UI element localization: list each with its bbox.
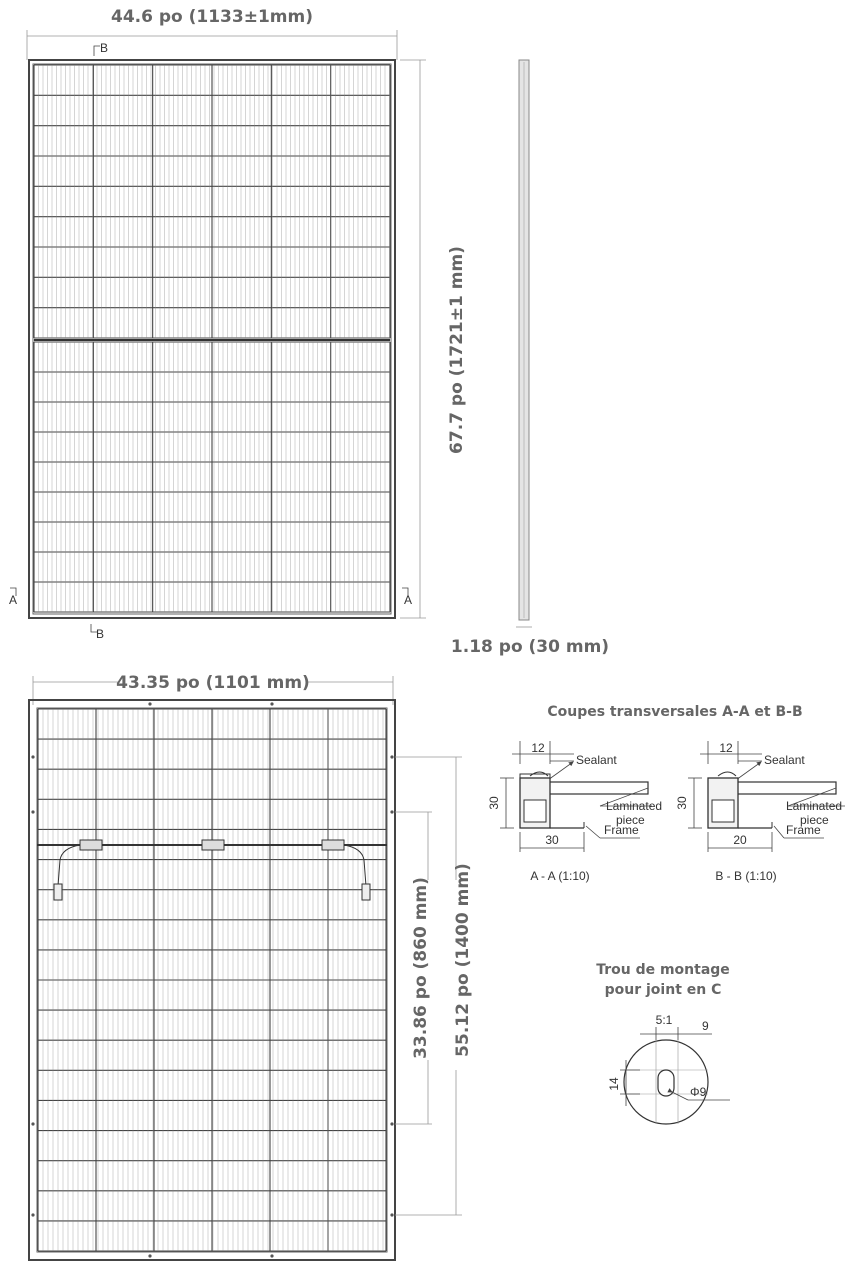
- bb-caption: B - B (1:10): [715, 869, 776, 883]
- bb-top-dim: 12: [719, 741, 733, 755]
- back-view: 43.35 po (1101 mm) 33.86 po (860 mm) 55.…: [28, 672, 475, 1261]
- aa-top-dim: 12: [531, 741, 545, 755]
- back-inner-height-label: 33.86 po (860 mm): [411, 877, 431, 1059]
- section-bb-drawing: 12 Sealant 30 Laminated piece 20 Frame: [675, 741, 845, 883]
- section-b-top-marker: B: [100, 41, 108, 55]
- section-b-bottom-marker: B: [96, 627, 104, 641]
- front-width-label: 44.6 po (1133±1mm): [111, 7, 313, 27]
- connector-right: [361, 883, 371, 901]
- section-a-left-marker: A: [9, 593, 17, 607]
- mounting-width-dim: 9: [702, 1019, 709, 1033]
- junction-box-center: [201, 839, 225, 851]
- section-a-right-marker: A: [404, 593, 412, 607]
- sections-title: Coupes transversales A-A et B-B: [547, 704, 802, 720]
- mounting-slot: [657, 1069, 675, 1097]
- connector-left: [53, 883, 63, 901]
- front-height-label: 67.7 po (1721±1 mm): [447, 246, 467, 454]
- front-cell-grid: [33, 64, 391, 613]
- back-cell-grid: [37, 708, 387, 1252]
- front-panel-frame: [28, 59, 396, 619]
- back-outer-height-label: 55.12 po (1400 mm): [453, 863, 473, 1057]
- bb-frame-label: Frame: [786, 823, 821, 837]
- side-view: 1.18 po (30 mm): [451, 59, 609, 657]
- bb-laminated-label-1: Laminated: [786, 799, 842, 813]
- mounting-scale: 5:1: [656, 1013, 673, 1027]
- aa-laminated-label-1: Laminated: [606, 799, 662, 813]
- mounting-holes: [31, 702, 394, 1258]
- mounting-diameter: Φ9: [690, 1085, 707, 1099]
- front-view: 44.6 po (1133±1mm) 67.7 po (1721±1 mm) B…: [9, 7, 467, 641]
- bb-side-dim: 30: [675, 796, 689, 810]
- mounting-title-1: Trou de montage: [596, 962, 730, 978]
- bb-laminated-label-2: piece: [800, 813, 829, 827]
- aa-caption: A - A (1:10): [530, 869, 589, 883]
- aa-frame-label: Frame: [604, 823, 639, 837]
- aa-sealant-label: Sealant: [576, 753, 617, 767]
- aa-side-dim: 30: [487, 796, 501, 810]
- side-thickness-label: 1.18 po (30 mm): [451, 637, 609, 657]
- bb-sealant-label: Sealant: [764, 753, 805, 767]
- mounting-title-2: pour joint en C: [605, 982, 722, 998]
- mounting-hole-detail: Trou de montage pour joint en C 5:1 9 14…: [596, 962, 730, 1125]
- junction-box-left: [79, 839, 103, 851]
- aa-bottom-dim: 30: [545, 833, 559, 847]
- section-aa-drawing: 12 Sealant 30 Laminated piece 30: [487, 741, 662, 883]
- aa-laminated-label-2: piece: [616, 813, 645, 827]
- junction-box-right: [321, 839, 345, 851]
- bb-bottom-dim: 20: [733, 833, 747, 847]
- cross-sections: Coupes transversales A-A et B-B 12 Seala…: [487, 704, 845, 883]
- mounting-height-dim: 14: [607, 1077, 621, 1091]
- back-width-label: 43.35 po (1101 mm): [116, 673, 310, 693]
- back-panel-frame: [28, 699, 396, 1261]
